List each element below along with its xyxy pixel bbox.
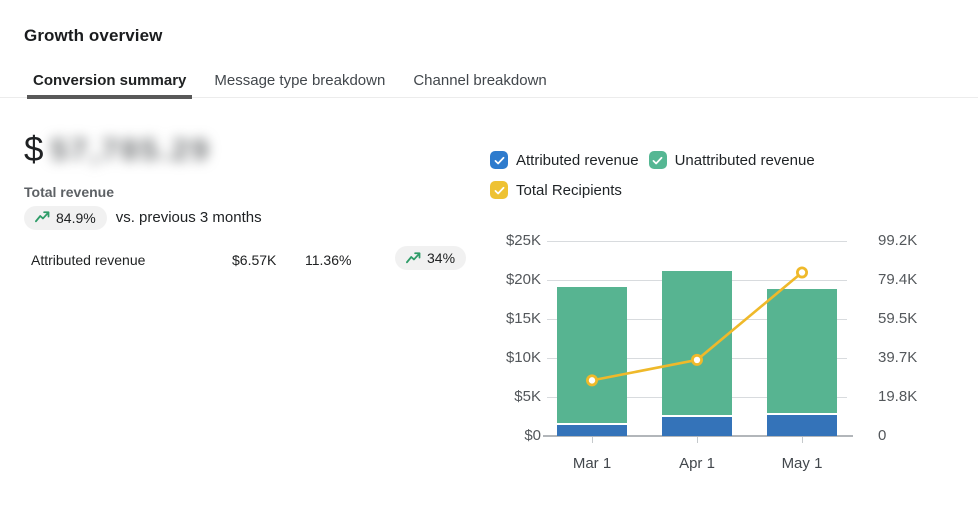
row-change-badge-value: 34% [427,250,456,266]
check-icon [494,186,504,194]
x-axis-tick [697,437,698,443]
bar-segment-unattributed[interactable] [662,271,732,415]
bar-segment-attributed[interactable] [557,425,627,436]
bar-segment-unattributed[interactable] [767,289,837,413]
y-axis-right-label: 0 [878,427,887,444]
bar-segment-unattributed[interactable] [557,287,627,423]
row-percent: 11.36% [305,252,352,268]
row-value: $6.57K [232,252,277,268]
revenue-recipients-chart: $0 $5K $10K $15K $20K $25K 0 19.8K 39.7K 59.5K 79.… [490,228,978,490]
checkbox-checked-icon[interactable] [490,151,508,169]
y-axis-left-label: $10K [505,349,541,366]
x-axis-label: Mar 1 [572,455,612,472]
legend-label: Total Recipients [516,181,622,199]
x-axis-tick [592,437,593,443]
total-revenue-label: Total revenue [24,184,114,200]
legend-label: Unattributed revenue [674,151,815,169]
x-axis-tick [802,437,803,443]
bar-segment-attributed[interactable] [662,417,732,436]
x-axis-line [543,435,853,437]
y-axis-right-label: 19.8K [878,388,918,405]
y-axis-right-label: 99.2K [878,232,918,249]
currency-symbol: $ [24,130,44,169]
y-axis-left-label: $20K [505,271,541,288]
y-axis-left-label: $25K [505,232,541,249]
row-change-badge: 34% [395,246,467,270]
checkbox-checked-icon[interactable] [648,151,667,169]
y-axis-left-label: $0 [524,427,541,444]
tab-conversion-summary[interactable]: Conversion summary [27,63,193,99]
legend-row: Total Recipients [490,181,815,199]
y-axis-left-label: $15K [505,310,541,327]
comparison-period-text: vs. previous 3 months [115,209,262,226]
y-axis-right-label: 39.7K [878,349,918,366]
y-axis-left-label: $5K [514,388,541,405]
trend-up-icon [35,211,50,223]
tab-bar: Conversion summary Message type breakdow… [0,63,978,99]
check-icon [494,156,504,164]
legend-item-unattributed-revenue[interactable]: Unattributed revenue [648,151,815,169]
legend-item-total-recipients[interactable]: Total Recipients [490,181,622,199]
legend-row: Attributed revenue Unattributed revenue [490,151,815,169]
total-revenue-amount-blurred: 57,785.29 [50,132,211,167]
tab-label: Channel breakdown [413,71,547,89]
attributed-revenue-row: Attributed revenue $6.57K 11.36% 34% [0,245,480,273]
total-revenue-figure: $ 57,785.29 [24,127,211,173]
legend-label: Attributed revenue [516,151,639,169]
x-axis-label: May 1 [781,455,823,472]
x-axis-label: Apr 1 [679,455,715,472]
change-badge: 84.9% [24,205,107,230]
y-axis-right-label: 79.4K [878,271,918,288]
y-axis-right-label: 59.5K [878,310,918,327]
tab-message-type-breakdown[interactable]: Message type breakdown [208,63,391,98]
total-revenue-change-row: 84.9% vs. previous 3 months [24,205,262,230]
gridline [547,241,847,242]
tab-channel-breakdown[interactable]: Channel breakdown [407,63,552,98]
legend-item-attributed-revenue[interactable]: Attributed revenue [490,151,639,169]
chart-legend: Attributed revenue Unattributed revenue … [490,151,815,211]
check-icon [652,156,663,164]
row-label: Attributed revenue [31,252,146,268]
tab-label: Message type breakdown [214,71,386,89]
line-marker[interactable] [795,266,808,279]
checkbox-checked-icon[interactable] [490,181,508,199]
bar-segment-attributed[interactable] [767,415,837,436]
tab-label: Conversion summary [33,71,187,89]
change-badge-value: 84.9% [56,209,96,226]
page-title: Growth overview [24,26,163,45]
trend-up-icon [406,251,421,263]
